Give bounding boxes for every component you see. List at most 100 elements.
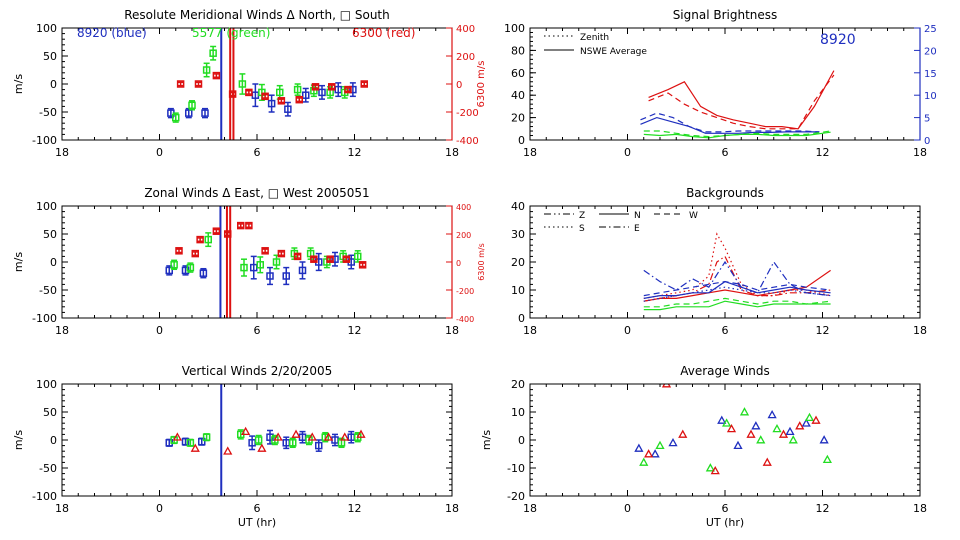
y2-tick-label: 400: [456, 24, 475, 35]
data-point: [245, 221, 253, 230]
y-tick-label: 20: [511, 378, 525, 391]
data-point: [238, 80, 247, 88]
y-tick-label: -100: [32, 490, 57, 503]
chart-title: Signal Brightness: [673, 8, 778, 22]
y-tick-label: 50: [43, 50, 57, 63]
legend-item: 5577 (green): [192, 26, 270, 40]
chart-title: Average Winds: [680, 364, 770, 378]
data-point: [289, 439, 297, 447]
data-point: [202, 66, 211, 74]
plot-area: [643, 232, 831, 311]
data-point: [795, 421, 805, 430]
series-line-3: [640, 112, 820, 133]
data-point: [165, 266, 173, 275]
y-tick-label: -50: [39, 284, 57, 297]
legend-item: Zenith: [580, 33, 609, 43]
series-line-2: [640, 116, 820, 134]
data-point: [254, 436, 263, 444]
series-line-0: [643, 232, 831, 299]
data-point: [778, 429, 789, 438]
annotation-label: 8920: [820, 32, 856, 48]
data-point: [202, 433, 211, 441]
y-tick-label: 100: [504, 22, 525, 35]
data-point: [751, 421, 761, 430]
data-point: [295, 95, 303, 104]
series-line-7: [643, 300, 831, 311]
data-point: [257, 443, 267, 452]
data-point: [298, 266, 307, 275]
data-point: [356, 429, 366, 438]
y-tick-label: -100: [32, 312, 57, 325]
data-point: [344, 85, 352, 94]
data-point: [176, 80, 185, 88]
data-point: [311, 83, 320, 91]
chart-title: Vertical Winds 2/20/2005: [182, 364, 333, 378]
data-point: [354, 252, 362, 261]
y2-tick-label: 200: [456, 231, 471, 240]
data-point: [318, 88, 326, 97]
data-point: [661, 384, 672, 388]
data-point: [212, 227, 221, 235]
x-tick-label: 0: [156, 146, 163, 159]
x-tick-label: 18: [523, 502, 537, 515]
data-point: [181, 437, 190, 446]
x-tick-label: 0: [156, 502, 163, 515]
data-point: [223, 446, 233, 455]
data-point: [196, 235, 204, 244]
x-tick-label: 6: [722, 502, 729, 515]
y2-tick-label: 400: [456, 203, 471, 212]
data-point: [756, 435, 766, 444]
data-point: [186, 263, 195, 272]
series-line-4: [643, 131, 831, 139]
plot-area: [640, 70, 835, 139]
y-tick-label: 10: [511, 406, 525, 419]
y2-tick-label: 10: [924, 91, 937, 102]
x-tick-label: 6: [254, 324, 261, 337]
data-point: [349, 85, 357, 94]
x-tick-label: 12: [348, 324, 362, 337]
data-point: [310, 255, 318, 263]
data-point: [198, 437, 206, 446]
data-point: [237, 221, 245, 230]
chart-title: Zonal Winds Δ East, □ West 2005051: [144, 186, 369, 200]
y-tick-label: 10: [511, 284, 525, 297]
y-axis-label: m/s: [12, 74, 25, 94]
data-point: [644, 449, 654, 458]
data-point: [326, 255, 334, 263]
y-axis-label: m/s: [12, 252, 25, 272]
data-point: [185, 109, 193, 117]
data-point: [276, 88, 284, 97]
data-point: [331, 255, 339, 263]
x-tick-label: 12: [816, 502, 830, 515]
data-point: [170, 261, 178, 269]
data-point: [261, 92, 269, 101]
data-point: [186, 439, 195, 447]
x-tick-label: 6: [254, 502, 261, 515]
y-tick-label: -10: [507, 462, 525, 475]
y-tick-label: 50: [43, 228, 57, 241]
data-point: [340, 432, 350, 441]
x-tick-label: 6: [254, 146, 261, 159]
data-point: [256, 261, 264, 269]
data-point: [293, 85, 302, 94]
data-point: [639, 457, 649, 466]
x-tick-label: 0: [624, 324, 631, 337]
x-tick-label: 12: [816, 146, 830, 159]
data-point: [650, 449, 660, 458]
data-point: [199, 269, 208, 277]
y2-tick-label: 0: [924, 136, 930, 147]
data-point: [194, 80, 203, 88]
y-axis-label: m/s: [480, 430, 493, 450]
legend-item: NSWE Average: [580, 47, 647, 57]
x-tick-label: 18: [445, 324, 459, 337]
y2-tick-label: 15: [924, 69, 937, 80]
data-point: [705, 463, 715, 472]
y-tick-label: 80: [511, 44, 525, 57]
y2-tick-label: -200: [456, 287, 474, 296]
plot-frame: [61, 383, 453, 497]
series-line-0: [648, 70, 835, 130]
data-point: [819, 435, 829, 444]
y-tick-label: -50: [39, 106, 57, 119]
